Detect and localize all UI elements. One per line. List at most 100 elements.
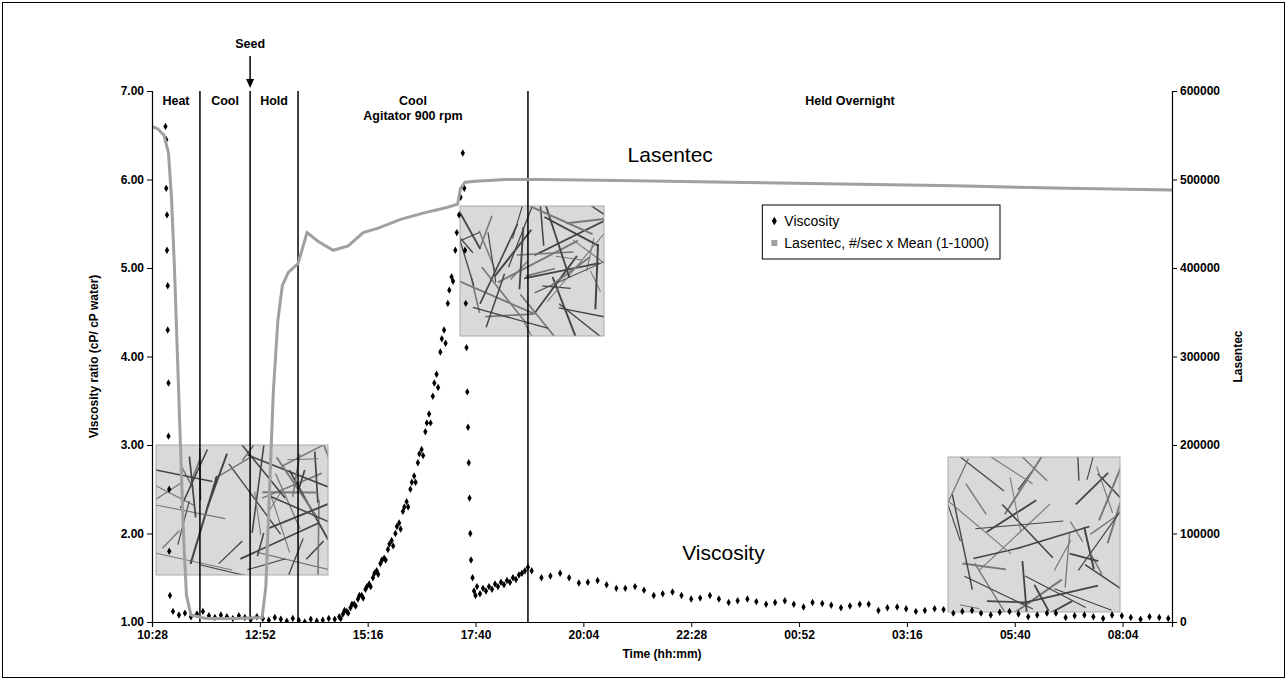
crystal-needle — [495, 230, 531, 276]
crystal-needle — [987, 500, 1037, 532]
viscosity-point — [380, 556, 384, 563]
viscosity-point — [473, 592, 477, 599]
tick-label: 15:16 — [353, 628, 384, 642]
viscosity-point — [402, 503, 406, 510]
legend-entry: Viscosity — [772, 213, 840, 229]
viscosity-point — [408, 486, 412, 493]
tick-mark — [799, 622, 800, 627]
viscosity-point — [526, 563, 530, 570]
tick-label: 1.00 — [121, 615, 145, 629]
tick-mark — [147, 622, 152, 623]
viscosity-point — [406, 503, 410, 510]
viscosity-point — [327, 615, 331, 622]
crystal-needle — [1070, 554, 1099, 562]
viscosity-point — [432, 379, 436, 386]
crystal-needle — [1090, 514, 1118, 534]
tick: 20:04 — [569, 622, 600, 642]
viscosity-point — [502, 581, 506, 588]
phase-label: Agitator 900 rpm — [363, 109, 462, 123]
viscosity-point — [469, 556, 473, 563]
tick-label: 200000 — [1180, 438, 1220, 452]
viscosity-point — [467, 459, 471, 466]
viscosity-point — [496, 583, 500, 590]
tick-mark — [691, 622, 692, 627]
viscosity-point — [164, 185, 168, 192]
tick-label: 05:40 — [1000, 628, 1031, 642]
crystal-needle — [275, 538, 303, 575]
x-axis-title: Time (hh:mm) — [622, 647, 701, 661]
crystal-needle — [287, 458, 318, 460]
tick: 08:04 — [1108, 622, 1139, 642]
viscosity-point — [438, 348, 442, 355]
viscosity-point — [166, 379, 170, 386]
viscosity-point — [163, 123, 167, 130]
viscosity-point — [754, 598, 758, 605]
viscosity-point — [1082, 611, 1086, 618]
crystal-needle — [973, 548, 1021, 559]
crystal-needle — [460, 230, 474, 286]
tick: 500000 — [1172, 173, 1220, 187]
viscosity-point — [369, 583, 373, 590]
viscosity-point — [410, 478, 414, 485]
viscosity-point — [548, 572, 552, 579]
viscosity-point — [764, 601, 768, 608]
viscosity-point — [464, 344, 468, 351]
tick: 2.00 — [121, 527, 152, 541]
phase-label: Cool — [399, 94, 427, 108]
tick-label: 17:40 — [461, 628, 492, 642]
tick-label: 5.00 — [121, 261, 145, 275]
tick: 100000 — [1172, 527, 1220, 541]
x-axis: 10:2812:5215:1617:4020:0422:2800:5203:16… — [137, 622, 1172, 642]
viscosity-point — [333, 616, 337, 622]
viscosity-point — [1110, 611, 1114, 618]
crystal-needle — [975, 563, 1013, 612]
tick: 7.00 — [121, 84, 152, 98]
viscosity-point — [166, 432, 170, 439]
viscosity-point — [614, 585, 618, 592]
tick: 3.00 — [121, 438, 152, 452]
tick: 17:40 — [461, 622, 492, 642]
crystal-needle — [1076, 473, 1108, 505]
seed-arrow — [249, 56, 251, 80]
crystal-needle — [156, 500, 225, 519]
tick-mark — [1172, 445, 1177, 446]
micrograph-border — [948, 457, 1120, 612]
tick-mark — [147, 180, 152, 181]
crystal-needle — [526, 268, 555, 276]
lasentec-line — [152, 126, 1172, 618]
crystal-needle — [180, 450, 207, 509]
viscosity-point — [876, 607, 880, 614]
viscosity-point — [177, 611, 181, 618]
figure-frame — [3, 3, 1285, 678]
tick-label: 3.00 — [121, 438, 145, 452]
viscosity-point — [1091, 613, 1095, 620]
viscosity-point — [315, 617, 319, 622]
viscosity-point — [539, 574, 543, 581]
viscosity-point — [465, 388, 469, 395]
viscosity-point — [365, 583, 369, 590]
viscosity-point — [970, 607, 974, 614]
crystal-needle — [545, 206, 570, 277]
phase-label: Held Overnight — [805, 94, 895, 108]
crystal-needle — [948, 459, 968, 541]
tick-label: 4.00 — [121, 350, 145, 364]
tick: 00:52 — [784, 622, 815, 642]
tick-label: 12:52 — [245, 628, 276, 642]
viscosity-point — [885, 604, 889, 611]
viscosity-point — [470, 574, 474, 581]
viscosity-point — [395, 523, 399, 530]
crystal-needle — [1009, 457, 1047, 481]
viscosity-point — [708, 592, 712, 599]
crystal-needle — [486, 274, 504, 327]
crystal-needle — [323, 445, 328, 463]
viscosity-point — [391, 542, 395, 549]
viscosity-point — [558, 570, 562, 577]
crystal-needle — [240, 523, 318, 559]
tick-label: 500000 — [1180, 173, 1220, 187]
crystal-needle — [966, 484, 986, 515]
viscosity-point — [461, 149, 465, 156]
crystal-needle — [281, 445, 328, 466]
crystal-needle — [1020, 527, 1089, 548]
viscosity-point — [679, 592, 683, 599]
viscosity-point — [413, 478, 417, 485]
